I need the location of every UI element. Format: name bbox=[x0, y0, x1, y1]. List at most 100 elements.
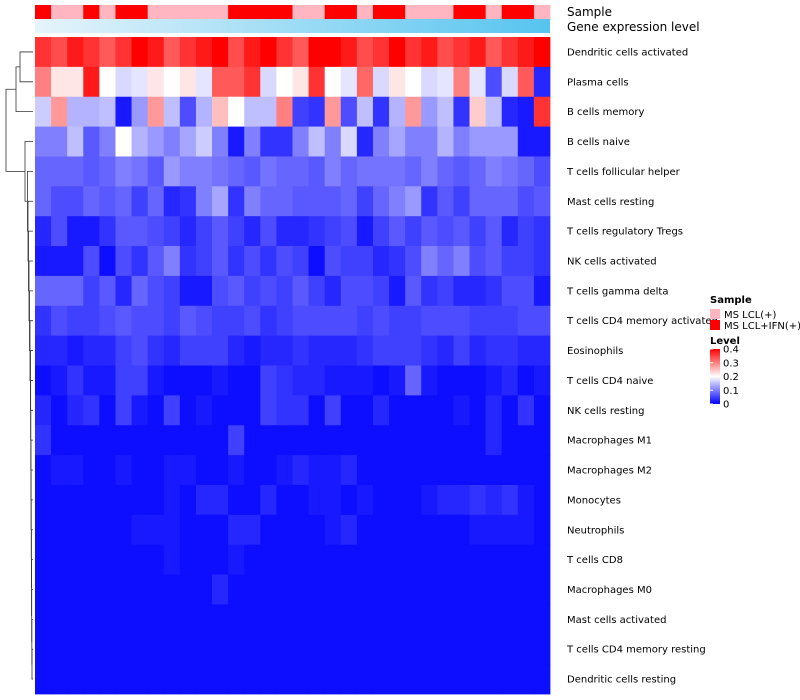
heatmap-cell bbox=[405, 365, 422, 396]
heatmap-cell bbox=[356, 634, 374, 665]
row-label: T cells CD4 naive bbox=[566, 376, 653, 387]
heatmap-cell bbox=[501, 66, 519, 98]
heatmap-cell bbox=[228, 66, 245, 98]
dendrogram-branch bbox=[30, 499, 33, 560]
heatmap-cell bbox=[340, 574, 358, 605]
heatmap-cell bbox=[163, 664, 181, 695]
heatmap-cell bbox=[340, 66, 358, 98]
heatmap-cell bbox=[437, 425, 454, 456]
heatmap-cell bbox=[260, 574, 277, 605]
heatmap-cell bbox=[83, 455, 100, 486]
dendrogram-branch bbox=[15, 66, 33, 113]
heatmap-cell bbox=[276, 514, 293, 546]
heatmap-cell bbox=[276, 37, 293, 68]
heatmap-cell bbox=[453, 544, 470, 575]
heatmap-cell bbox=[421, 365, 438, 396]
heatmap-cell bbox=[389, 604, 406, 635]
heatmap-cell bbox=[501, 514, 519, 546]
heatmap-cell bbox=[228, 275, 245, 307]
level-tick-label: 0.3 bbox=[723, 358, 739, 369]
heatmap-cell bbox=[67, 425, 84, 456]
heatmap-cell bbox=[147, 96, 165, 127]
heatmap-cell bbox=[228, 96, 245, 127]
heatmap-cell bbox=[99, 156, 116, 187]
heatmap-cell bbox=[244, 126, 261, 157]
heatmap-cell bbox=[517, 514, 535, 546]
heatmap-cell bbox=[485, 365, 503, 396]
heatmap-cell bbox=[228, 365, 245, 396]
row-label: B cells naive bbox=[567, 137, 630, 148]
heatmap-cell bbox=[195, 126, 213, 157]
heatmap-cell bbox=[533, 455, 551, 486]
heatmap-cell bbox=[389, 96, 406, 127]
heatmap-cell bbox=[453, 186, 470, 217]
heatmap-cell bbox=[469, 37, 487, 68]
heatmap-cell bbox=[485, 484, 503, 516]
heatmap-cell bbox=[308, 96, 326, 127]
heatmap-cell bbox=[308, 335, 326, 366]
heatmap-cell bbox=[356, 544, 374, 575]
heatmap-cell bbox=[421, 275, 438, 307]
heatmap-cell bbox=[405, 425, 422, 456]
heatmap-cell bbox=[389, 395, 406, 426]
sample-annotation-cell bbox=[372, 5, 390, 19]
row-label: T cells follicular helper bbox=[566, 167, 681, 178]
heatmap-cell bbox=[131, 37, 149, 68]
heatmap-cell bbox=[195, 335, 213, 366]
level-legend: Level 0.4 0.3 0.2 0.1 0 bbox=[710, 336, 740, 411]
heatmap-cell bbox=[115, 484, 132, 516]
heatmap-cell bbox=[372, 156, 390, 187]
heatmap-cell bbox=[67, 335, 84, 366]
heatmap-cell bbox=[147, 544, 165, 575]
heatmap-cell bbox=[324, 66, 342, 98]
heatmap-cell bbox=[517, 634, 535, 665]
heatmap-cell bbox=[99, 664, 116, 695]
heatmap-cell bbox=[83, 574, 100, 605]
heatmap-cell bbox=[453, 66, 470, 98]
heatmap-cell bbox=[437, 365, 454, 396]
heatmap-cell bbox=[405, 395, 422, 426]
heatmap-cell bbox=[501, 574, 519, 605]
heatmap-cell bbox=[276, 126, 293, 157]
heatmap-cell bbox=[485, 335, 503, 366]
heatmap-cell bbox=[131, 305, 149, 337]
heatmap-cell bbox=[533, 604, 551, 635]
heatmap-cell bbox=[453, 156, 470, 187]
heatmap-cell bbox=[356, 574, 374, 605]
heatmap-cell bbox=[356, 216, 374, 247]
heatmap-cell bbox=[179, 544, 197, 575]
heatmap-cell bbox=[35, 275, 52, 307]
sample-legend-swatch-ms-lcl bbox=[710, 309, 720, 319]
heatmap-cell bbox=[308, 156, 326, 187]
row-label: T cells CD8 bbox=[566, 555, 623, 566]
heatmap-cell bbox=[421, 514, 438, 546]
heatmap-cell bbox=[244, 66, 261, 98]
heatmap-cell bbox=[260, 544, 277, 575]
heatmap-cell bbox=[372, 66, 390, 98]
heatmap-cell bbox=[99, 305, 116, 337]
heatmap-cell bbox=[35, 634, 52, 665]
heatmap-cell bbox=[517, 335, 535, 366]
heatmap-cell bbox=[389, 484, 406, 516]
heatmap-cell bbox=[83, 66, 100, 98]
heatmap-cell bbox=[51, 37, 68, 68]
heatmap-cell bbox=[405, 246, 422, 277]
heatmap-cell bbox=[131, 186, 149, 217]
heatmap-cell bbox=[276, 66, 293, 98]
heatmap-cell bbox=[308, 514, 326, 546]
heatmap-cell bbox=[324, 455, 342, 486]
sample-annotation-cell bbox=[308, 5, 326, 19]
sample-annotation-cell bbox=[67, 5, 84, 19]
heatmap-cell bbox=[51, 365, 68, 396]
heatmap-cell bbox=[324, 514, 342, 546]
heatmap-cell bbox=[469, 544, 487, 575]
heatmap-cell bbox=[292, 484, 309, 516]
heatmap-cell bbox=[308, 275, 326, 307]
heatmap-cell bbox=[453, 37, 470, 68]
sample-annotation-cell bbox=[163, 5, 181, 19]
heatmap-cell bbox=[147, 514, 165, 546]
heatmap-cell bbox=[83, 484, 100, 516]
heatmap-cell bbox=[501, 186, 519, 217]
heatmap-cell bbox=[292, 365, 309, 396]
heatmap-cell bbox=[115, 246, 132, 277]
